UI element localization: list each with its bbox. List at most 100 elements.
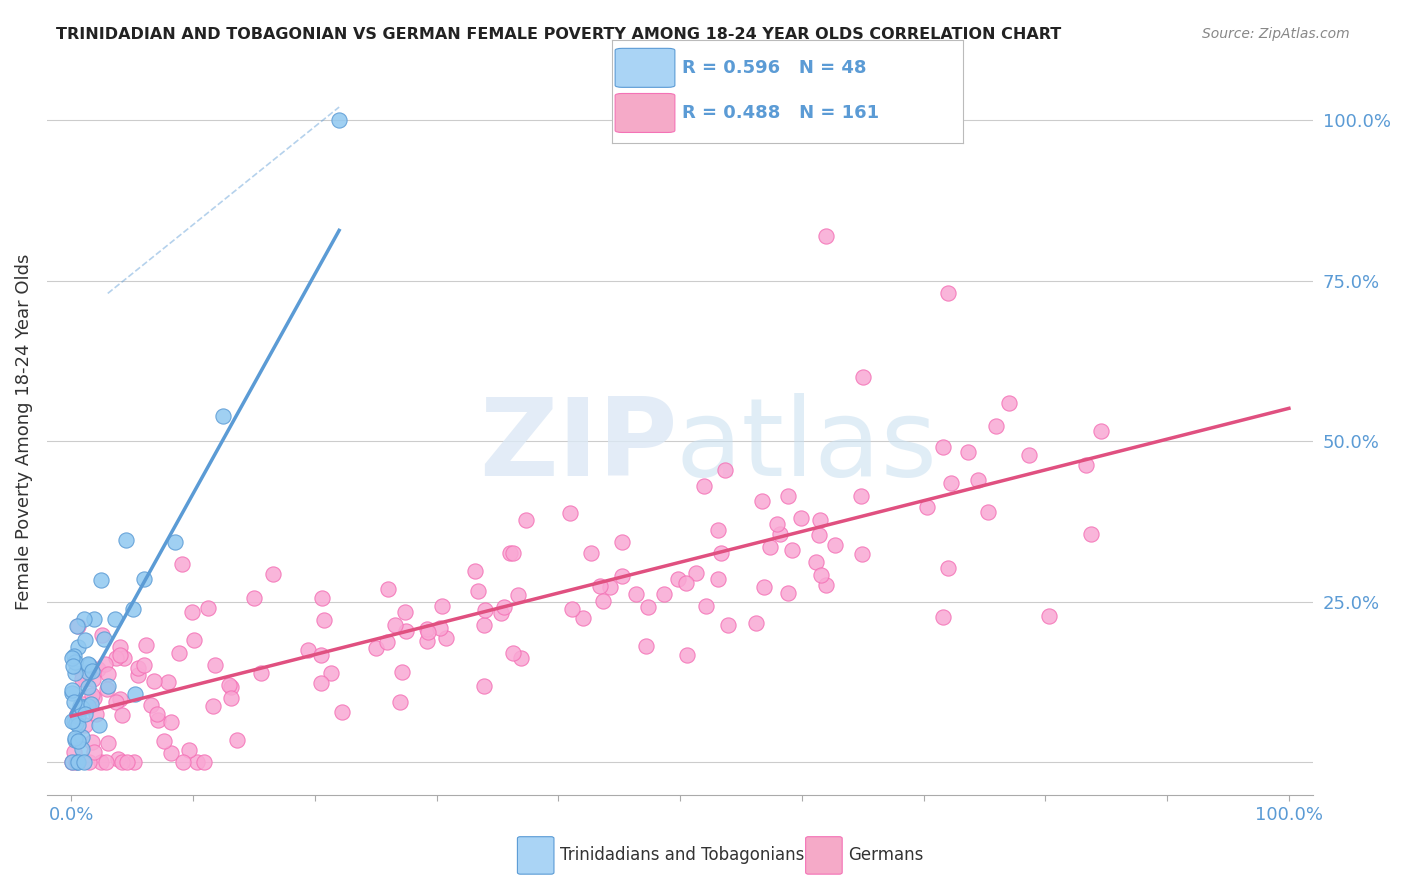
Point — [66, 640, 89, 654]
Point — [90, 756, 112, 770]
Point — [66, 709, 89, 723]
FancyBboxPatch shape — [616, 48, 675, 87]
Point — [108, 692, 131, 706]
Point — [77, 665, 100, 679]
Point — [60, 756, 83, 770]
Point — [66, 718, 89, 732]
Point — [745, 616, 768, 631]
Point — [111, 756, 134, 770]
Point — [754, 580, 776, 594]
Point — [502, 546, 524, 560]
Point — [148, 714, 170, 728]
Point — [676, 648, 699, 662]
Point — [218, 678, 240, 692]
Point — [63, 666, 86, 681]
Point — [201, 698, 224, 713]
Point — [65, 756, 87, 770]
Point — [67, 734, 90, 748]
Point — [115, 756, 138, 770]
Point — [1076, 458, 1098, 472]
Point — [384, 618, 406, 632]
Point — [152, 734, 174, 748]
Point — [765, 516, 787, 531]
Point — [515, 513, 537, 527]
Point — [63, 745, 86, 759]
Point — [112, 651, 135, 665]
Point — [717, 617, 740, 632]
Point — [73, 756, 96, 770]
Text: atlas: atlas — [676, 393, 938, 499]
Text: R = 0.596   N = 48: R = 0.596 N = 48 — [682, 59, 866, 77]
Point — [105, 695, 128, 709]
Point — [366, 641, 388, 656]
Point — [110, 640, 132, 655]
Point — [62, 695, 84, 709]
Point — [107, 751, 129, 765]
Point — [509, 650, 531, 665]
Point — [936, 286, 959, 301]
Point — [572, 610, 595, 624]
Point — [491, 606, 513, 620]
Point — [377, 582, 399, 597]
Point — [561, 602, 583, 616]
Point — [808, 513, 831, 527]
Point — [70, 730, 93, 744]
Point — [104, 612, 127, 626]
Point — [60, 714, 83, 729]
Point — [66, 707, 89, 722]
Point — [311, 591, 333, 605]
Point — [127, 661, 149, 675]
Point — [429, 621, 451, 635]
Point — [63, 714, 86, 729]
Point — [759, 541, 782, 555]
Point — [243, 591, 266, 605]
Point — [186, 756, 208, 770]
Point — [592, 594, 614, 608]
Point — [939, 475, 962, 490]
Point — [132, 658, 155, 673]
Point — [67, 619, 90, 633]
Point — [815, 228, 838, 243]
Point — [769, 527, 792, 541]
Point — [122, 756, 145, 770]
Point — [204, 657, 226, 672]
Point — [96, 756, 118, 770]
Point — [977, 505, 1000, 519]
Point — [966, 473, 988, 487]
Point — [1018, 448, 1040, 462]
Point — [60, 686, 83, 700]
Point — [695, 599, 717, 613]
Point — [776, 489, 799, 503]
Point — [851, 547, 873, 561]
Point — [1090, 424, 1112, 438]
Point — [66, 619, 89, 633]
Point — [710, 545, 733, 559]
Point — [262, 566, 284, 581]
Point — [558, 507, 581, 521]
Point — [70, 701, 93, 715]
Point — [219, 690, 242, 705]
Point — [66, 756, 89, 770]
Point — [75, 673, 97, 687]
Point — [82, 664, 104, 678]
Point — [127, 667, 149, 681]
Point — [63, 731, 86, 746]
Point — [474, 603, 496, 617]
Point — [72, 698, 94, 712]
Point — [124, 687, 146, 701]
Point — [589, 579, 612, 593]
Point — [467, 584, 489, 599]
Point — [250, 666, 273, 681]
Point — [172, 756, 194, 770]
Point — [62, 683, 84, 698]
Point — [62, 658, 84, 673]
Point — [82, 672, 104, 686]
Point — [142, 673, 165, 688]
Point — [416, 622, 439, 636]
FancyBboxPatch shape — [616, 94, 675, 132]
Point — [86, 706, 108, 721]
Point — [65, 716, 87, 731]
Point — [219, 680, 242, 694]
Point — [675, 575, 697, 590]
Point — [83, 612, 105, 626]
